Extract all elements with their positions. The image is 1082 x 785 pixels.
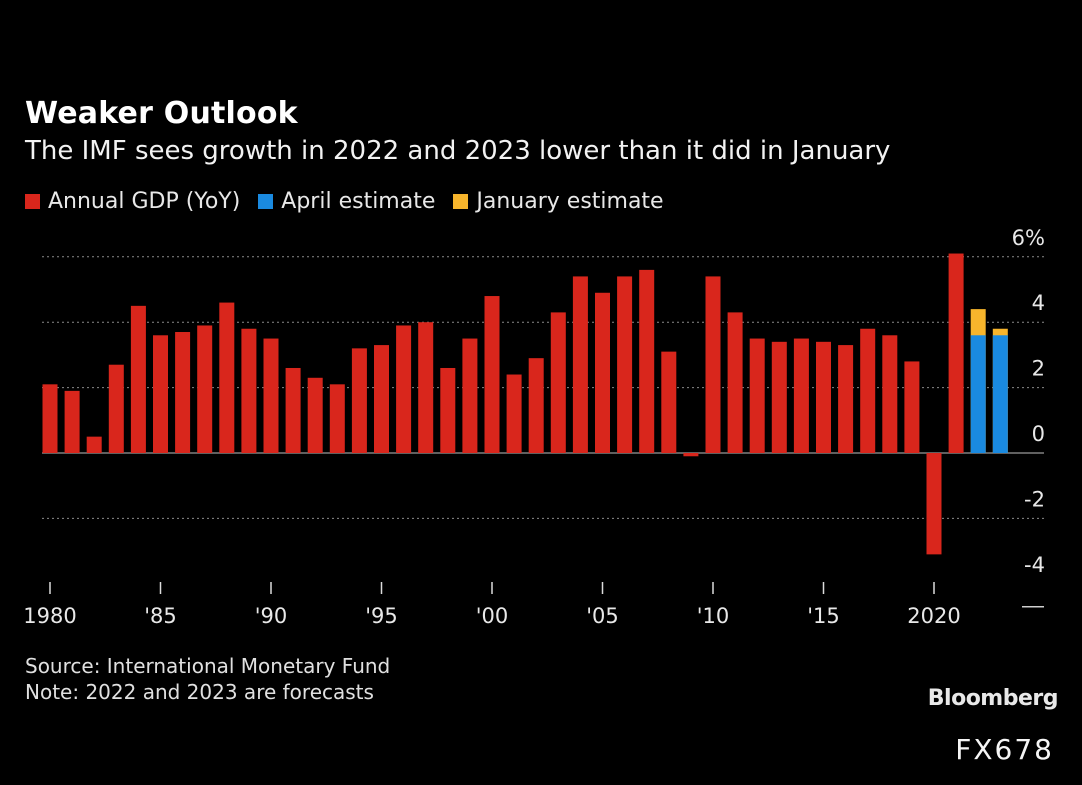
x-tick-label: '90 xyxy=(255,604,288,628)
bar-annual-gdp-2004 xyxy=(572,276,588,453)
bar-annual-gdp-2021 xyxy=(948,253,964,453)
bar-annual-gdp-1990 xyxy=(263,338,279,453)
legend-swatch-january-estimate xyxy=(453,194,469,209)
axes: 6% 4 2 0 -2 -4 1980 '85 '90 '95 '00 '05 '10 '15 2020 xyxy=(23,226,1045,628)
y-tick-label: 4 xyxy=(1032,291,1045,315)
bar-annual-gdp-2019 xyxy=(904,361,920,453)
bar-annual-gdp-1993 xyxy=(329,384,345,453)
x-tick-label: 2020 xyxy=(907,604,960,628)
legend-item-annual-gdp: Annual GDP (YoY) xyxy=(25,189,240,214)
bar-annual-gdp-2020 xyxy=(926,453,942,555)
bar-annual-gdp-2011 xyxy=(727,312,743,453)
bar-annual-gdp-1997 xyxy=(418,322,434,453)
bar-annual-gdp-1980 xyxy=(42,384,58,453)
bar-annual-gdp-2000 xyxy=(484,296,500,453)
y-tick-label: 0 xyxy=(1032,422,1045,446)
chart-title: Weaker Outlook xyxy=(25,96,298,131)
watermark-code: FX678 xyxy=(955,733,1054,766)
x-tick-label: '95 xyxy=(365,604,398,628)
legend-swatch-annual-gdp xyxy=(25,194,40,209)
legend-swatch-april-estimate xyxy=(258,194,274,209)
x-tick-label: 1980 xyxy=(23,604,76,628)
bar-annual-gdp-1983 xyxy=(108,364,124,453)
bar-annual-gdp-1984 xyxy=(130,305,146,453)
y-tick-label: 2 xyxy=(1032,357,1045,381)
bar-annual-gdp-1991 xyxy=(285,367,301,453)
source-note: Source: International Monetary Fund xyxy=(25,654,391,678)
bar-annual-gdp-1999 xyxy=(462,338,478,453)
bar-annual-gdp-1995 xyxy=(374,345,389,453)
bar-annual-gdp-2007 xyxy=(639,269,655,453)
y-tick-label: 6% xyxy=(1012,226,1045,250)
bar-annual-gdp-1985 xyxy=(153,335,168,453)
bar-annual-gdp-1996 xyxy=(396,325,412,453)
bar-annual-gdp-2010 xyxy=(705,276,721,453)
chart-legend: Annual GDP (YoY) April estimate January … xyxy=(25,189,682,214)
bar-annual-gdp-2016 xyxy=(838,345,854,453)
bars xyxy=(42,253,1008,555)
bar-annual-gdp-1998 xyxy=(440,367,456,453)
bar-annual-gdp-2018 xyxy=(882,335,898,453)
bar-annual-gdp-2017 xyxy=(860,328,876,453)
y-tick-label: -4 xyxy=(1024,553,1045,577)
bar-annual-gdp-1988 xyxy=(219,302,235,453)
legend-item-january-estimate: January estimate xyxy=(453,189,664,214)
bar-annual-gdp-2002 xyxy=(528,358,544,453)
x-tick-label: '15 xyxy=(807,604,840,628)
bar-annual-gdp-2008 xyxy=(661,351,677,453)
bar-annual-gdp-2009 xyxy=(683,453,699,457)
bar-annual-gdp-1982 xyxy=(86,436,102,453)
bar-annual-gdp-2003 xyxy=(550,312,566,453)
bar-april-estimate-2022 xyxy=(970,335,986,453)
forecast-note: Note: 2022 and 2023 are forecasts xyxy=(25,680,374,704)
bar-annual-gdp-2015 xyxy=(816,341,831,453)
bar-annual-gdp-1994 xyxy=(351,348,367,453)
bloomberg-logo: Bloomberg xyxy=(927,686,1059,711)
legend-item-april-estimate: April estimate xyxy=(258,189,435,214)
legend-label-april-estimate: April estimate xyxy=(281,189,436,214)
bar-annual-gdp-1986 xyxy=(175,332,191,453)
bar-annual-gdp-1989 xyxy=(241,328,257,453)
legend-label-annual-gdp: Annual GDP (YoY) xyxy=(48,189,241,214)
chart-subtitle: The IMF sees growth in 2022 and 2023 low… xyxy=(25,136,891,166)
x-tick-label: '05 xyxy=(586,604,619,628)
bar-annual-gdp-2006 xyxy=(617,276,633,453)
x-tick-label: '00 xyxy=(476,604,509,628)
bar-annual-gdp-1981 xyxy=(64,390,80,453)
x-tick-label: '10 xyxy=(697,604,730,628)
bar-annual-gdp-2014 xyxy=(793,338,809,453)
y-tick-label: -2 xyxy=(1024,487,1045,511)
bar-annual-gdp-1987 xyxy=(197,325,213,453)
bar-annual-gdp-2012 xyxy=(749,338,765,453)
legend-label-january-estimate: January estimate xyxy=(476,189,664,214)
bar-annual-gdp-2005 xyxy=(595,292,610,453)
bar-annual-gdp-2001 xyxy=(506,374,522,453)
bar-annual-gdp-2013 xyxy=(771,341,787,453)
bar-annual-gdp-1992 xyxy=(307,377,323,453)
x-tick-label: '85 xyxy=(144,604,177,628)
bar-april-estimate-2023 xyxy=(992,335,1008,453)
